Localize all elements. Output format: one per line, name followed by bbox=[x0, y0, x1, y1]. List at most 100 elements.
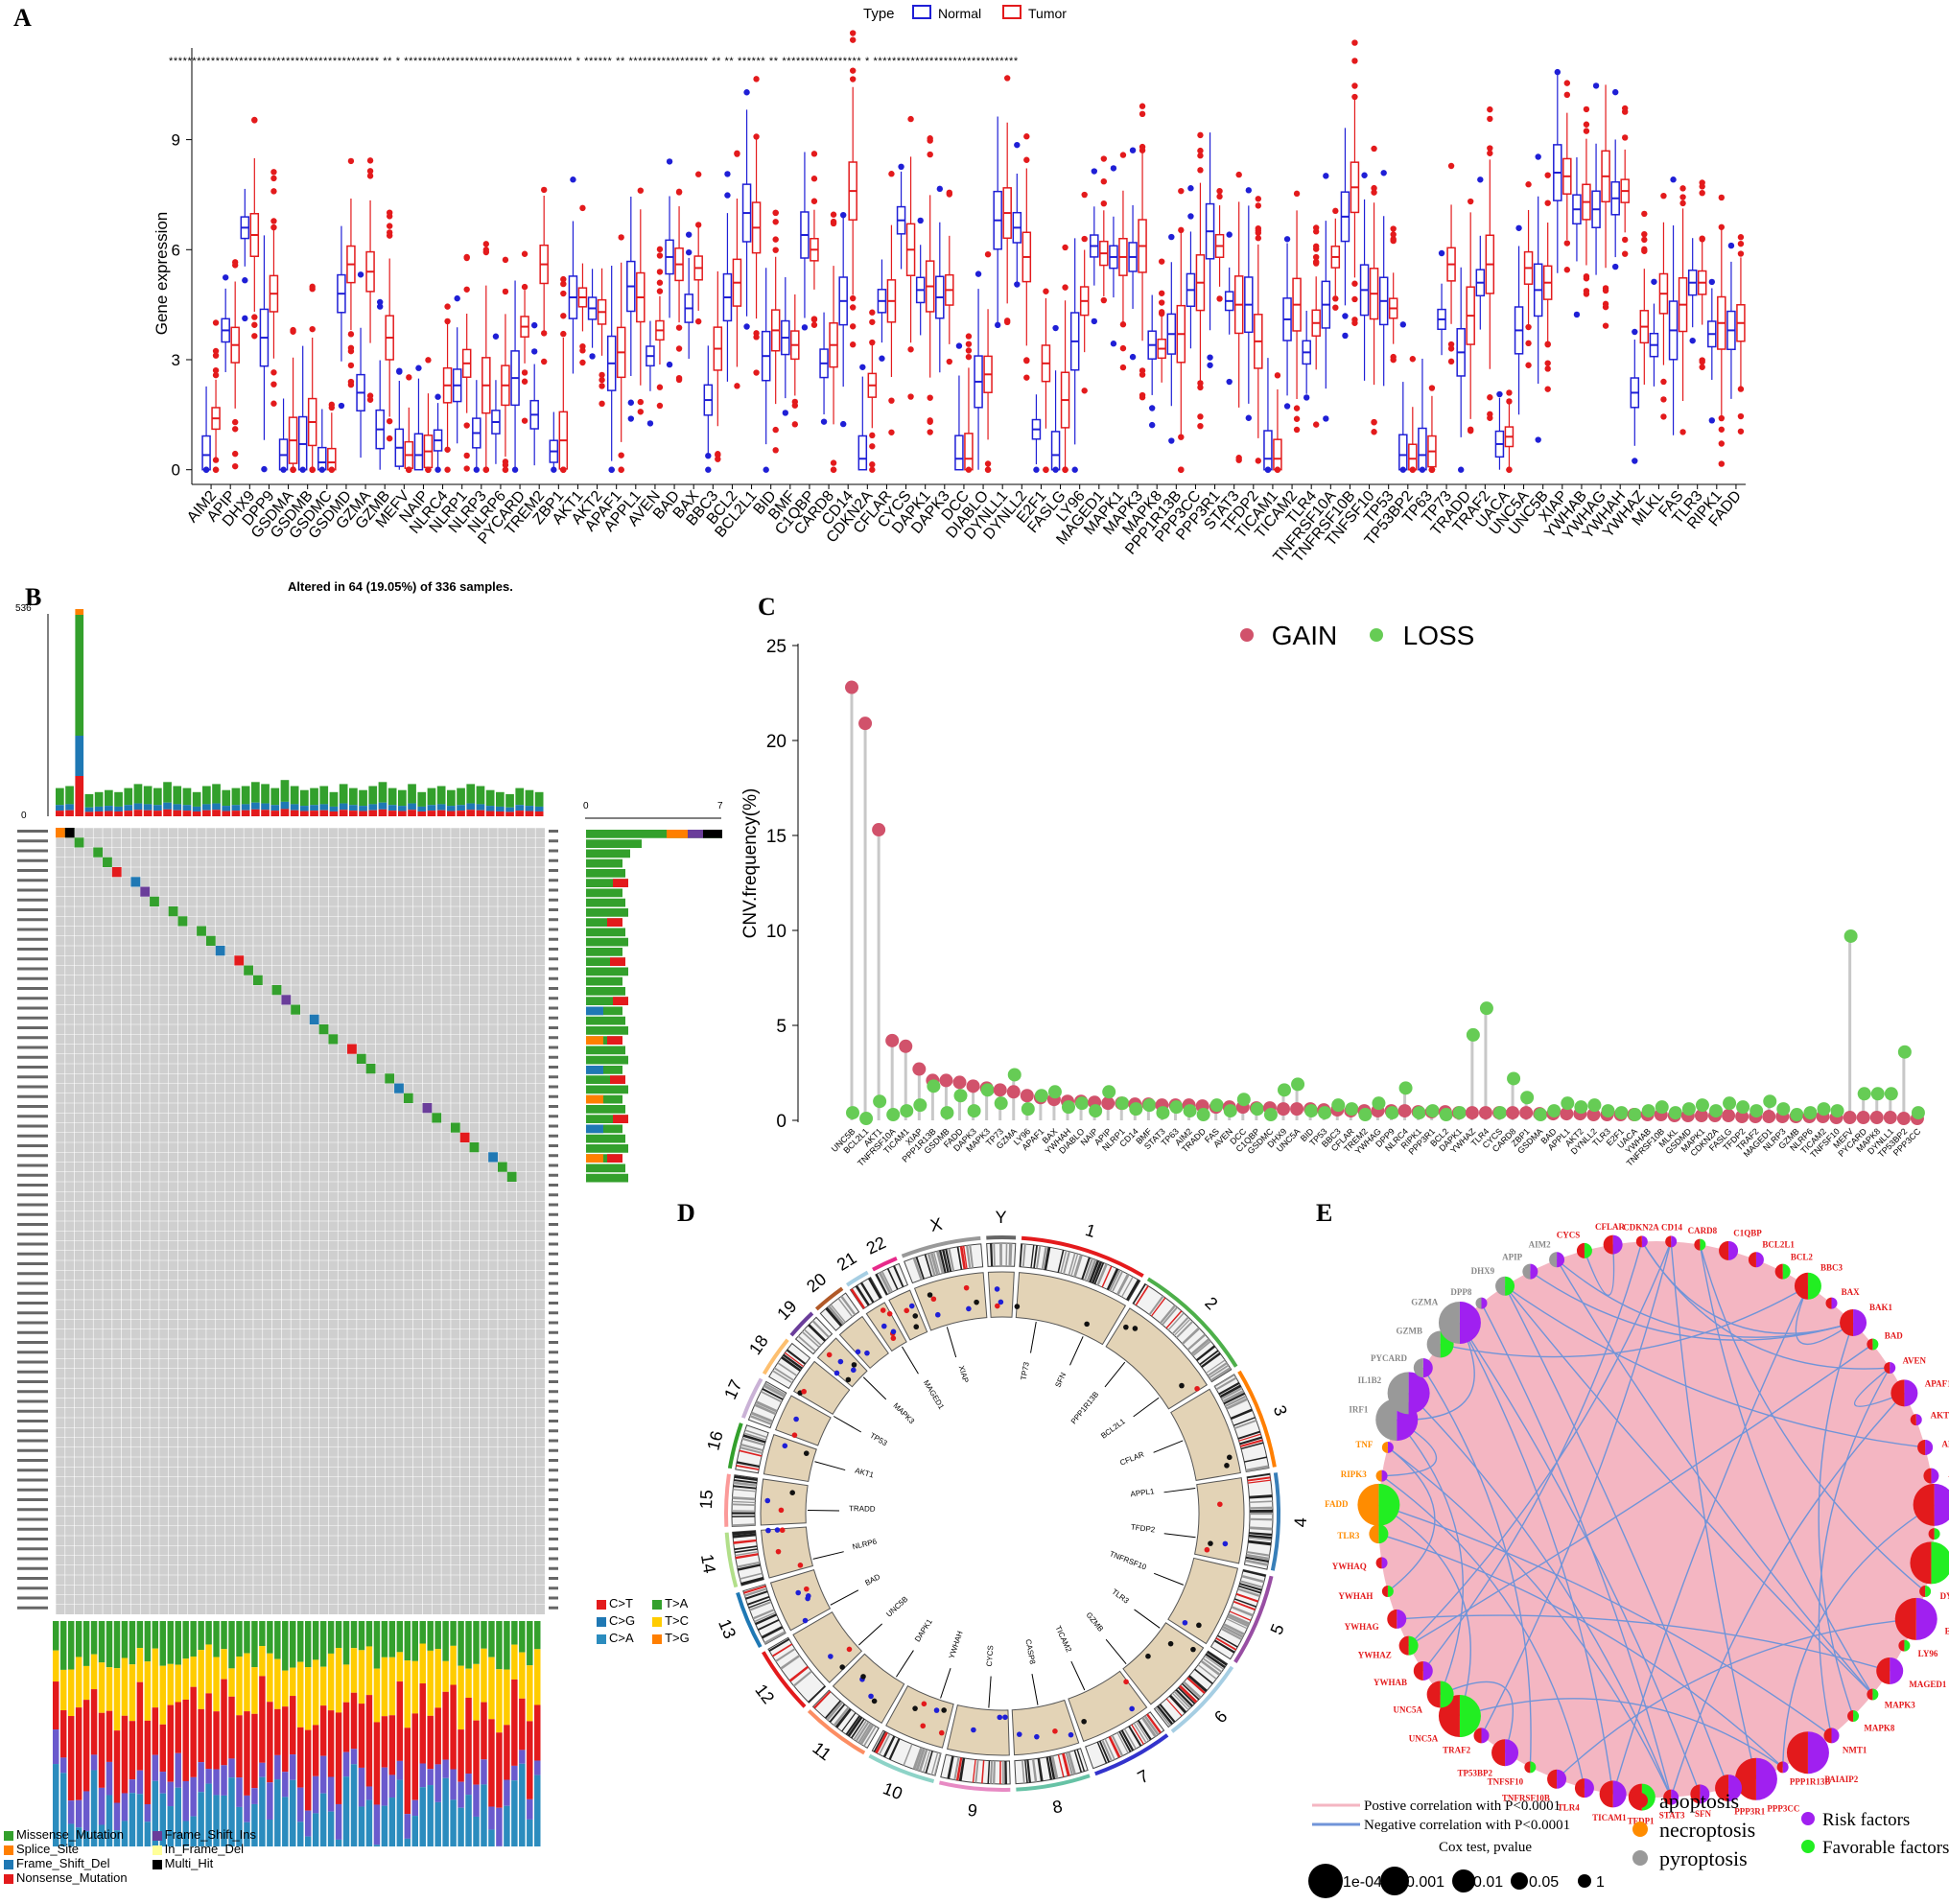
outlier bbox=[290, 326, 296, 334]
node-factor-half bbox=[1904, 1379, 1918, 1407]
sample-bar-frameshift bbox=[466, 803, 476, 811]
gene-node: TNFRSF10B bbox=[1502, 1769, 1567, 1802]
outlier bbox=[1641, 247, 1648, 254]
titv-segment bbox=[205, 1783, 212, 1846]
outlier bbox=[1043, 288, 1049, 294]
cnv-track bbox=[792, 1360, 851, 1415]
percent-label bbox=[549, 1557, 558, 1561]
outlier bbox=[1660, 192, 1667, 200]
cytoband bbox=[1186, 1677, 1206, 1694]
gene-node: YWHAH bbox=[1338, 1586, 1394, 1601]
sample-bar-frameshift bbox=[105, 806, 113, 811]
gene-bar bbox=[586, 858, 622, 868]
percent-label bbox=[549, 1006, 558, 1010]
gene-row-label bbox=[17, 1488, 48, 1492]
outlier bbox=[810, 198, 818, 204]
loss-point bbox=[1493, 1106, 1507, 1120]
cytoband bbox=[1172, 1692, 1189, 1711]
outlier bbox=[1371, 189, 1377, 196]
titv-segment bbox=[365, 1786, 373, 1800]
node-factor-half bbox=[1925, 1586, 1932, 1598]
outlier bbox=[608, 466, 615, 473]
titv-segment bbox=[304, 1667, 312, 1730]
titv-segment bbox=[511, 1765, 518, 1781]
outlier bbox=[270, 175, 277, 182]
mutation-cell bbox=[150, 896, 159, 906]
tumor-box bbox=[520, 250, 529, 424]
titv-segment bbox=[388, 1657, 396, 1716]
normal-box bbox=[1012, 141, 1022, 288]
cytoband bbox=[1036, 1245, 1042, 1269]
cytoband bbox=[813, 1690, 832, 1709]
cnv-point bbox=[801, 1388, 807, 1395]
outlier bbox=[965, 341, 973, 347]
node-type-half bbox=[1786, 1731, 1808, 1775]
sample-bar-missense bbox=[427, 787, 436, 806]
outlier bbox=[1727, 242, 1735, 249]
outlier bbox=[1351, 93, 1358, 101]
cytoband bbox=[752, 1609, 775, 1620]
cytoband bbox=[1021, 1243, 1026, 1267]
gene-connector bbox=[1030, 1321, 1037, 1353]
outlier bbox=[675, 188, 683, 196]
node-type-half bbox=[1876, 1657, 1890, 1684]
node-type-half bbox=[1665, 1235, 1672, 1248]
mutation-cell bbox=[291, 1004, 300, 1015]
sample-bar-frameshift bbox=[65, 804, 74, 811]
cytoband bbox=[1231, 1606, 1254, 1617]
normal-box bbox=[1418, 358, 1427, 473]
percent-label bbox=[549, 1134, 558, 1138]
tumor-box bbox=[1118, 152, 1128, 371]
titv-segment bbox=[473, 1816, 480, 1846]
outlier bbox=[1390, 231, 1397, 238]
percent-label bbox=[549, 1115, 558, 1118]
negative-edge bbox=[1699, 1244, 1873, 1695]
titv-segment bbox=[136, 1794, 144, 1846]
node-label: AVEN bbox=[1903, 1355, 1927, 1365]
gene-bar bbox=[586, 1016, 625, 1025]
outlier bbox=[1447, 162, 1455, 170]
titv-segment bbox=[450, 1645, 457, 1685]
cnv-point bbox=[871, 1698, 878, 1704]
node-type-half bbox=[1413, 1358, 1423, 1378]
cnv-point bbox=[846, 1646, 853, 1653]
percent-label bbox=[549, 976, 558, 980]
cnv-point bbox=[868, 1693, 874, 1700]
gene-node: NMT1 bbox=[1823, 1728, 1867, 1754]
box bbox=[317, 446, 327, 471]
outlier bbox=[1632, 458, 1638, 464]
node-label: STAT3 bbox=[1659, 1811, 1685, 1821]
loss-point bbox=[1843, 928, 1858, 943]
negative-edge bbox=[1459, 1322, 1702, 1795]
legend-necroptosis: necroptosis bbox=[1659, 1818, 1755, 1842]
outlier bbox=[1737, 412, 1745, 420]
loss-point bbox=[1250, 1102, 1264, 1117]
normal-box bbox=[491, 333, 501, 464]
gene-node: MAGED1 bbox=[1876, 1657, 1947, 1689]
cytoband bbox=[1026, 1759, 1031, 1783]
cnv-point bbox=[1129, 1705, 1135, 1712]
tumor-box bbox=[1176, 187, 1186, 473]
cytoband bbox=[1241, 1574, 1265, 1584]
cytoband bbox=[1165, 1310, 1183, 1329]
chromosome-label: 6 bbox=[1210, 1706, 1231, 1727]
outlier bbox=[1525, 181, 1532, 188]
cytoband bbox=[850, 1288, 866, 1309]
cytoband bbox=[930, 1751, 939, 1775]
cytoband bbox=[737, 1561, 761, 1568]
outlier bbox=[1158, 309, 1165, 316]
normal-box bbox=[974, 270, 983, 470]
cytoband bbox=[775, 1648, 796, 1662]
gene-bar bbox=[586, 1115, 628, 1123]
outlier bbox=[1390, 225, 1397, 232]
loss-point bbox=[940, 1106, 954, 1120]
mutation-legend-item: Frame_Shift_Ins bbox=[152, 1827, 256, 1842]
titv-segment bbox=[213, 1795, 220, 1846]
outlier bbox=[386, 417, 393, 425]
cytoband bbox=[780, 1654, 801, 1670]
sample-bar-nonsense bbox=[114, 811, 123, 816]
gain-point bbox=[1694, 1109, 1708, 1123]
gene-connector bbox=[1163, 1533, 1196, 1539]
cox-value: 0.01 bbox=[1473, 1874, 1503, 1891]
cytoband bbox=[1240, 1442, 1264, 1450]
